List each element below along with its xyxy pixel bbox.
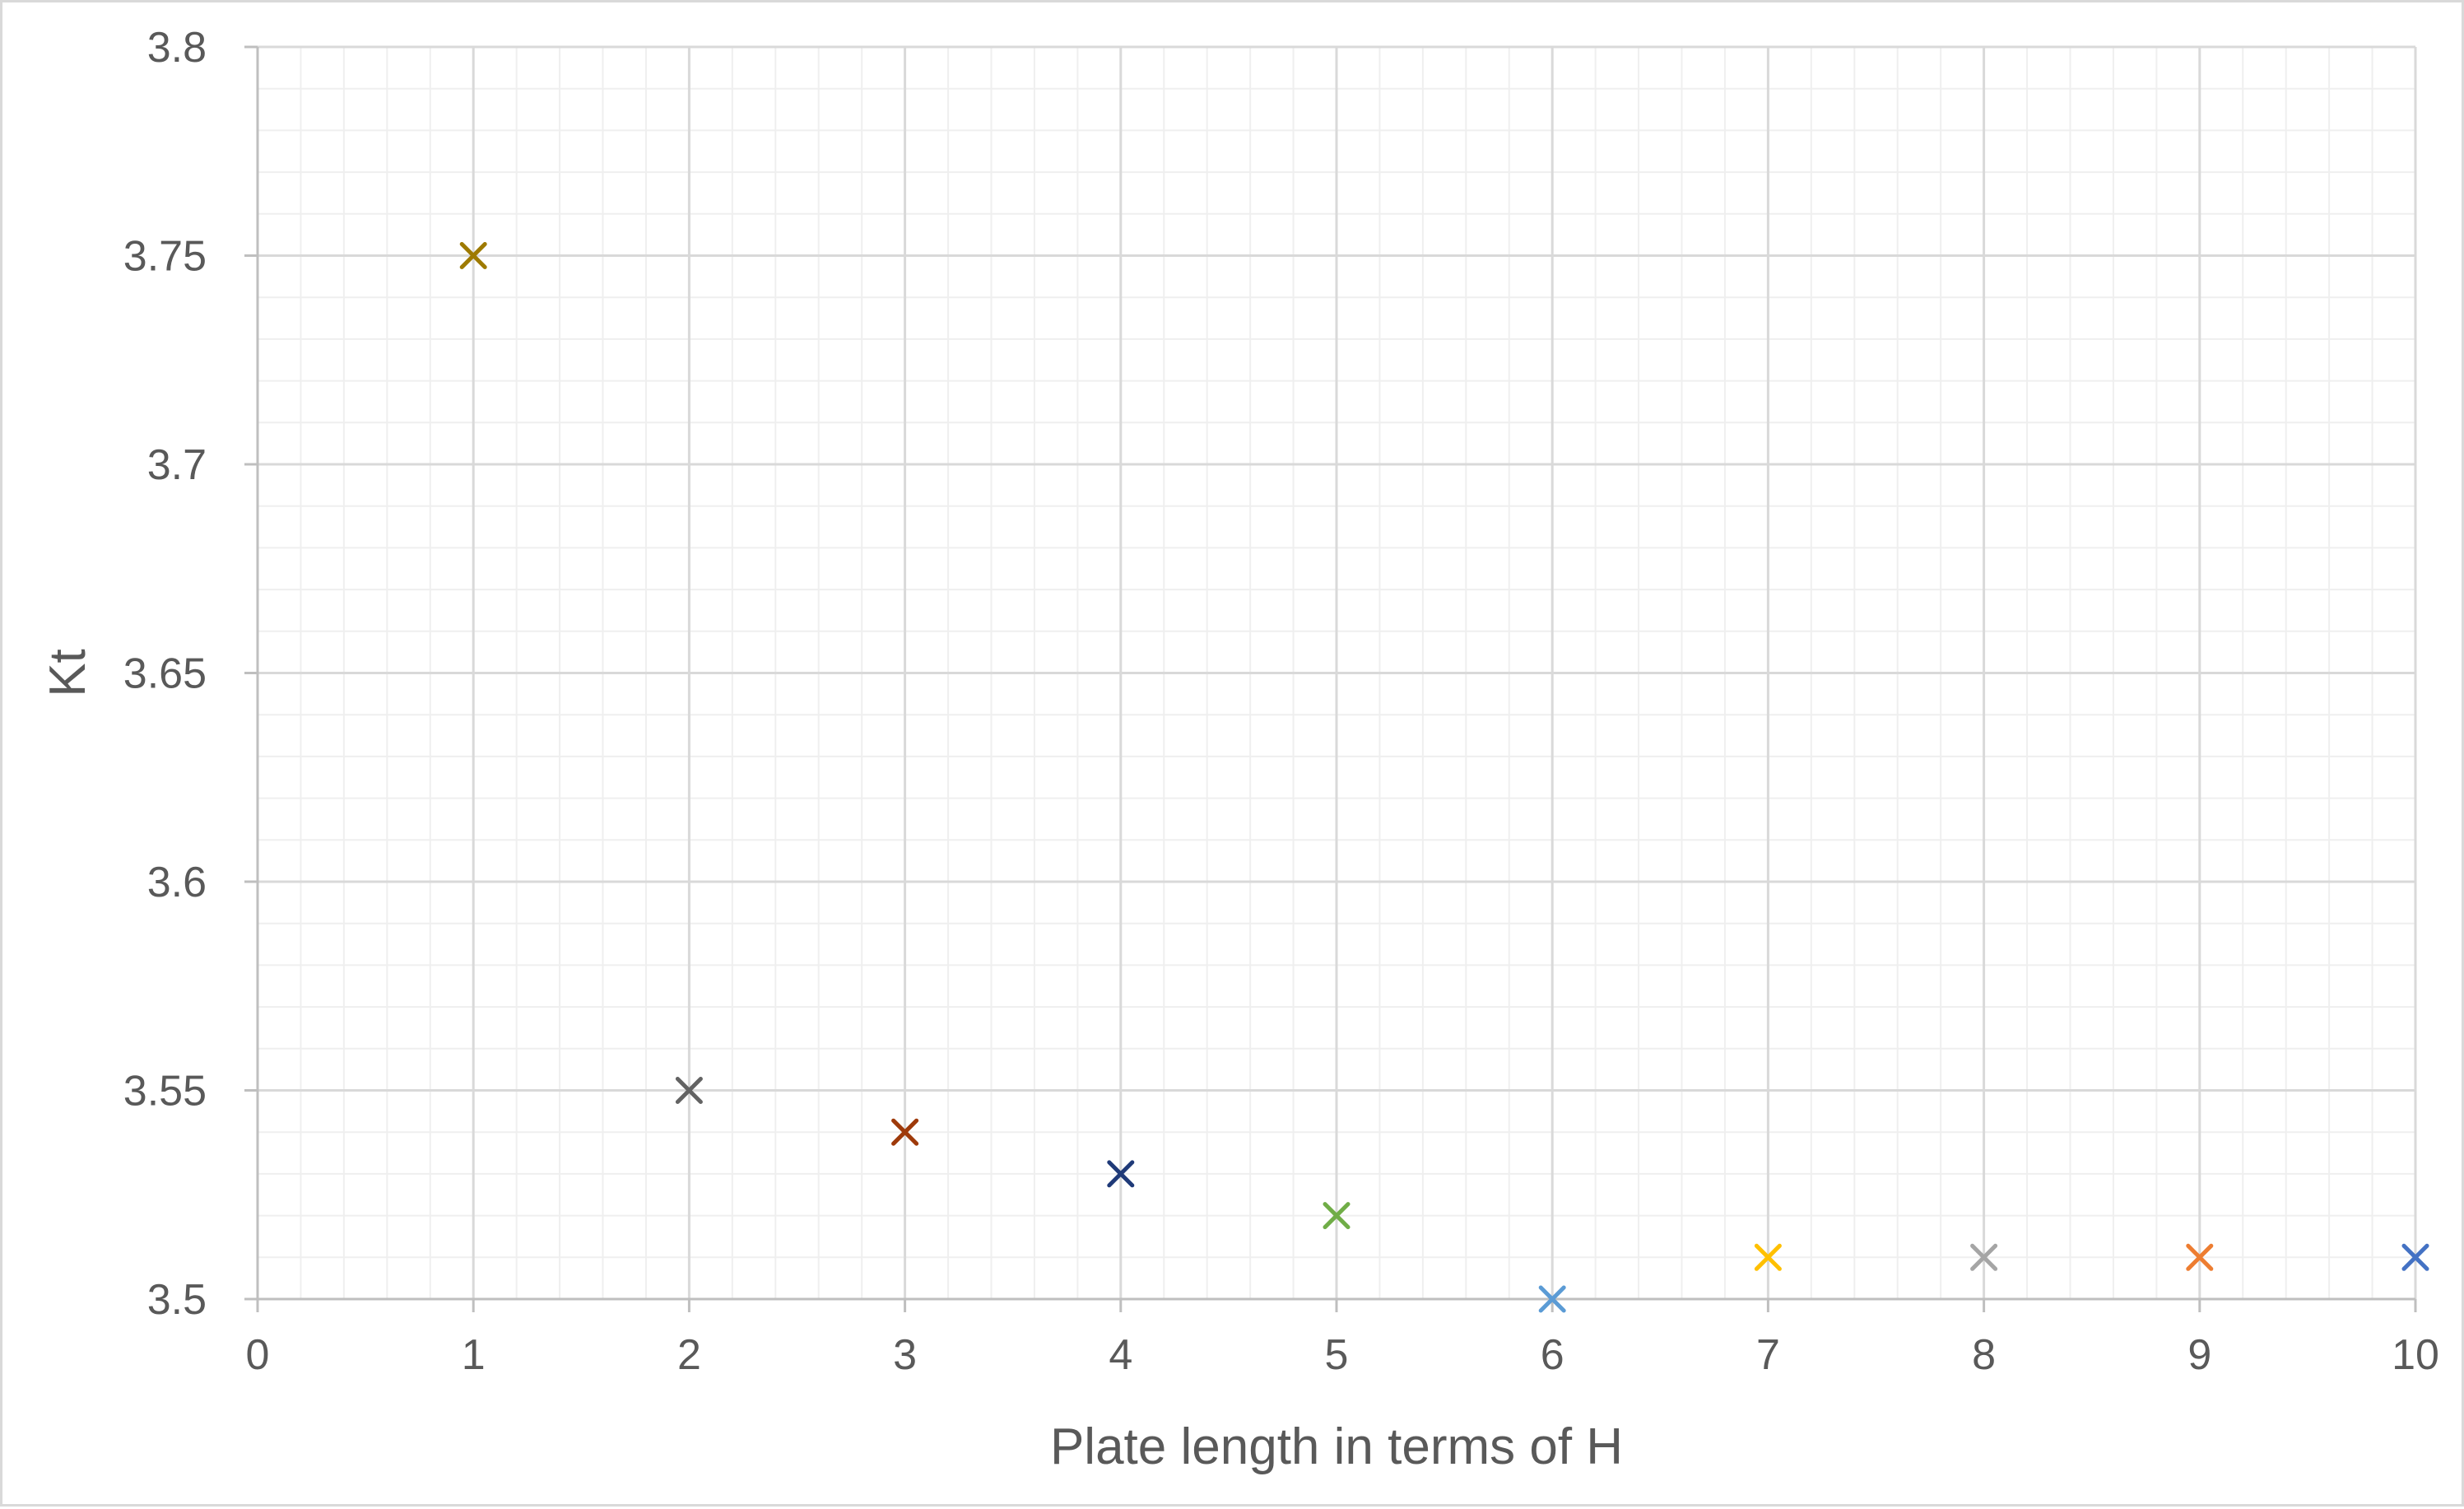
y-tick-label: 3.65 [123,650,207,698]
y-axis-tick-labels: 3.5 3.55 3.6 3.65 3.7 3.75 3.8 [123,24,207,1324]
y-tick-label: 3.8 [147,24,207,72]
data-point-marker [2186,1243,2214,1271]
y-tick-label: 3.55 [123,1068,207,1115]
data-point-marker [2401,1243,2429,1271]
x-tick-label: 0 [246,1331,270,1379]
data-point-marker [1538,1285,1566,1313]
x-tick-label: 7 [1756,1331,1780,1379]
x-axis-title: Plate length in terms of H [1050,1418,1623,1475]
axes [244,45,2417,1312]
major-gridlines [256,45,2417,1301]
x-tick-label: 8 [1972,1331,1996,1379]
x-tick-label: 2 [677,1331,701,1379]
y-axis-title: Kt [40,649,96,697]
x-tick-label: 3 [893,1331,917,1379]
y-tick-label: 3.7 [147,441,207,489]
x-tick-label: 9 [2187,1331,2211,1379]
data-point-marker [1754,1243,1782,1271]
y-tick-label: 3.5 [147,1276,207,1324]
data-point-marker [1107,1160,1135,1188]
x-tick-label: 10 [2392,1331,2439,1379]
y-tick-label: 3.6 [147,859,207,906]
x-tick-label: 5 [1325,1331,1349,1379]
data-point-marker [891,1118,919,1146]
data-point-marker [459,242,487,269]
data-markers [459,242,2429,1313]
x-tick-label: 6 [1541,1331,1564,1379]
data-point-marker [1970,1243,1998,1271]
x-tick-label: 4 [1109,1331,1132,1379]
x-tick-label: 1 [462,1331,486,1379]
y-tick-label: 3.75 [123,233,207,281]
data-point-marker [1323,1202,1351,1230]
x-axis-tick-labels: 0 1 2 3 4 5 6 7 8 9 10 [246,1331,2439,1379]
data-point-marker [675,1077,703,1104]
